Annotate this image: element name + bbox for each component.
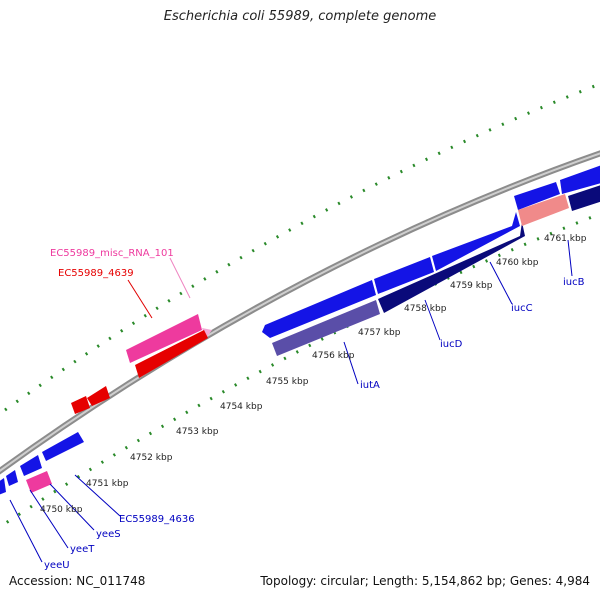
tick-label: 4754 kbp — [220, 402, 263, 412]
cds-feature[interactable] — [378, 222, 525, 313]
tick-label: 4759 kbp — [450, 281, 493, 291]
cds-feature[interactable] — [42, 432, 84, 461]
cds-feature[interactable] — [432, 212, 520, 271]
cds-feature[interactable] — [6, 470, 18, 486]
gene-label[interactable]: EC55989_misc_RNA_101 — [50, 248, 174, 259]
misc-rna-feature[interactable] — [26, 471, 52, 493]
cds-feature[interactable] — [518, 194, 569, 226]
cds-feature[interactable] — [560, 162, 600, 194]
leader-lines — [9, 239, 573, 563]
gene-label[interactable]: iucB — [563, 277, 585, 288]
cds-feature[interactable] — [514, 182, 560, 210]
tick-label: 4761 kbp — [544, 234, 587, 244]
tick-label: 4758 kbp — [404, 304, 447, 314]
backbone — [0, 150, 600, 475]
gene-feature-red[interactable] — [135, 330, 208, 378]
gene-label[interactable]: yeeS — [96, 529, 121, 540]
tick-label: 4755 kbp — [266, 377, 309, 387]
gene-label[interactable]: iucD — [440, 339, 463, 350]
misc-rna-feature[interactable] — [126, 314, 202, 363]
cds-track-outer — [262, 162, 600, 338]
left-features — [0, 314, 212, 496]
gene-feature-red[interactable] — [71, 396, 90, 414]
tick-label: 4751 kbp — [86, 479, 129, 489]
cds-feature[interactable] — [272, 300, 380, 356]
cds-feature[interactable] — [0, 478, 6, 496]
tick-label: 4752 kbp — [130, 453, 173, 463]
cds-feature[interactable] — [374, 257, 434, 294]
genome-summary-text: Topology: circular; Length: 5,154,862 bp… — [260, 574, 590, 588]
tick-label: 4753 kbp — [176, 427, 219, 437]
tick-label: 4756 kbp — [312, 351, 355, 361]
gene-label[interactable]: yeeU — [44, 560, 70, 571]
tick-label: 4760 kbp — [496, 258, 539, 268]
gene-label[interactable]: EC55989_4639 — [58, 268, 134, 279]
gene-feature-red[interactable] — [87, 386, 110, 406]
cds-feature[interactable] — [262, 280, 376, 338]
cds-feature[interactable] — [20, 455, 42, 476]
tick-label: 4757 kbp — [358, 328, 401, 338]
tick-label: 4750 kbp — [40, 505, 83, 515]
gene-label[interactable]: yeeT — [70, 544, 95, 555]
gene-label[interactable]: iucC — [511, 303, 533, 314]
cds-track-inner — [272, 182, 600, 356]
gene-label[interactable]: EC55989_4636 — [119, 514, 195, 525]
accession-text: Accession: NC_011748 — [9, 574, 146, 588]
gene-label[interactable]: iutA — [360, 380, 380, 391]
outer-tick-ring — [4, 82, 600, 412]
misc-rna-arrow[interactable] — [202, 328, 212, 338]
cds-feature[interactable] — [568, 182, 600, 211]
map-title: Escherichia coli 55989, complete genome — [163, 9, 437, 24]
